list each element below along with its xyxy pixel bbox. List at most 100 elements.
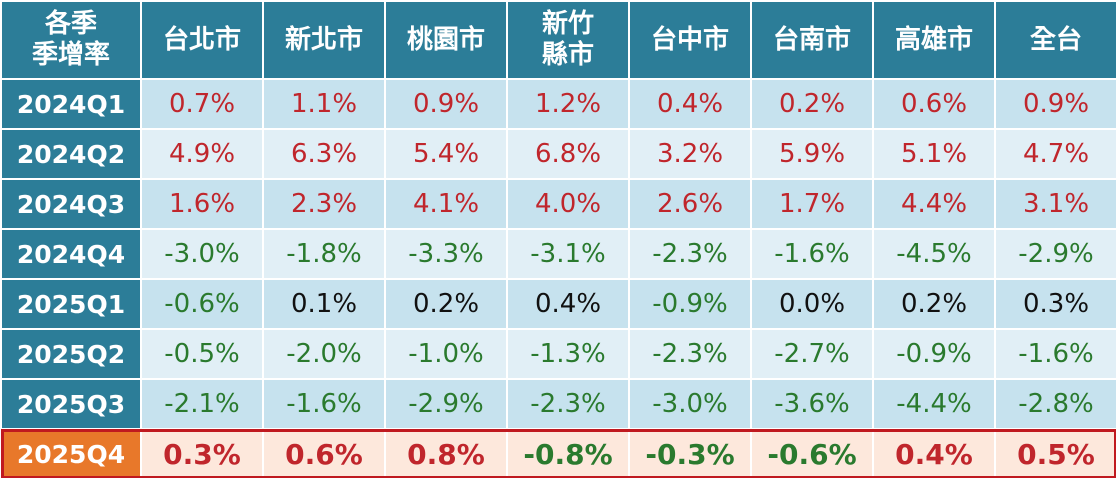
cell: -4.4% xyxy=(872,378,996,430)
cell: 0.5% xyxy=(994,428,1116,478)
row-label: 2025Q2 xyxy=(0,328,142,380)
cell: -4.5% xyxy=(872,228,996,280)
cell: 0.4% xyxy=(506,278,630,330)
header-cell: 台中市 xyxy=(628,0,752,80)
row-label: 2024Q2 xyxy=(0,128,142,180)
header-text: 新竹 xyxy=(541,9,594,39)
cell: 0.1% xyxy=(262,278,386,330)
cell: 0.6% xyxy=(872,78,996,130)
header-cell: 全台 xyxy=(994,0,1116,80)
header-cell: 桃園市 xyxy=(384,0,508,80)
row: 2024Q3 1.6% 2.3% 4.1% 4.0% 2.6% 1.7% 4.4% 3.1% xyxy=(0,178,1116,230)
cell: 3.1% xyxy=(994,178,1116,230)
cell: 0.9% xyxy=(994,78,1116,130)
cell: 4.0% xyxy=(506,178,630,230)
cell: -2.3% xyxy=(628,228,752,280)
header-text: 全台 xyxy=(1029,24,1082,55)
cell: 6.8% xyxy=(506,128,630,180)
header-cell: 新竹 縣市 xyxy=(506,0,630,80)
row: 2025Q2 -0.5% -2.0% -1.0% -1.3% -2.3% -2.7% -0.9… xyxy=(0,328,1116,380)
cell: 0.9% xyxy=(384,78,508,130)
cell: -0.9% xyxy=(872,328,996,380)
cell: 0.0% xyxy=(750,278,874,330)
cell: 2.3% xyxy=(262,178,386,230)
header-row: 各季 季增率 台北市 新北市 桃園市 新竹 縣市 台中市 台南市 高雄市 全台 xyxy=(0,0,1116,80)
header-text: 各季 xyxy=(44,9,97,39)
cell: -3.6% xyxy=(750,378,874,430)
cell: 0.2% xyxy=(384,278,508,330)
cell: -2.9% xyxy=(994,228,1116,280)
cell: 4.4% xyxy=(872,178,996,230)
cell: 2.6% xyxy=(628,178,752,230)
cell: 0.2% xyxy=(750,78,874,130)
row: 2025Q3 -2.1% -1.6% -2.9% -2.3% -3.0% -3.6% -4.4… xyxy=(0,378,1116,430)
header-text: 台中市 xyxy=(650,24,729,55)
cell: 4.7% xyxy=(994,128,1116,180)
header-text: 台北市 xyxy=(162,24,241,55)
cell: 4.9% xyxy=(140,128,264,180)
cell: 4.1% xyxy=(384,178,508,230)
cell: -1.6% xyxy=(750,228,874,280)
cell: 1.7% xyxy=(750,178,874,230)
cell: 0.3% xyxy=(994,278,1116,330)
cell: 0.6% xyxy=(262,428,386,478)
cell: -3.3% xyxy=(384,228,508,280)
row: 2024Q1 0.7% 1.1% 0.9% 1.2% 0.4% 0.2% 0.6% 0.9% xyxy=(0,78,1116,130)
row-label: 2024Q3 xyxy=(0,178,142,230)
cell: 0.3% xyxy=(140,428,264,478)
cell: 0.2% xyxy=(872,278,996,330)
cell: 0.4% xyxy=(628,78,752,130)
cell: 0.8% xyxy=(384,428,508,478)
header-cell: 各季 季增率 xyxy=(0,0,142,80)
cell: 5.1% xyxy=(872,128,996,180)
cell: 1.6% xyxy=(140,178,264,230)
cell: -2.0% xyxy=(262,328,386,380)
header-cell: 高雄市 xyxy=(872,0,996,80)
header-text: 季增率 xyxy=(31,40,110,70)
header-text: 桃園市 xyxy=(406,24,485,55)
cell: -1.6% xyxy=(262,378,386,430)
cell: 6.3% xyxy=(262,128,386,180)
cell: 5.9% xyxy=(750,128,874,180)
cell: -2.7% xyxy=(750,328,874,380)
header-cell: 台北市 xyxy=(140,0,264,80)
header-text: 新北市 xyxy=(284,24,363,55)
cell: -0.5% xyxy=(140,328,264,380)
row: 2024Q4 -3.0% -1.8% -3.3% -3.1% -2.3% -1.6% -4.5… xyxy=(0,228,1116,280)
row: 2025Q1 -0.6% 0.1% 0.2% 0.4% -0.9% 0.0% 0.2% 0.3% xyxy=(0,278,1116,330)
row: 2025Q4 0.3% 0.6% 0.8% -0.8% -0.3% -0.6% 0.4% 0.5… xyxy=(0,428,1116,478)
cell: -1.8% xyxy=(262,228,386,280)
cell: -3.0% xyxy=(628,378,752,430)
cell: -3.1% xyxy=(506,228,630,280)
cell: -2.9% xyxy=(384,378,508,430)
row: 2024Q2 4.9% 6.3% 5.4% 6.8% 3.2% 5.9% 5.1% 4.7% xyxy=(0,128,1116,180)
cell: 1.2% xyxy=(506,78,630,130)
header-text: 台南市 xyxy=(772,24,851,55)
cell: 5.4% xyxy=(384,128,508,180)
cell: -0.6% xyxy=(140,278,264,330)
cell: -0.3% xyxy=(628,428,752,478)
cell: -0.6% xyxy=(750,428,874,478)
cell: -1.3% xyxy=(506,328,630,380)
cell: -2.3% xyxy=(506,378,630,430)
cell: -1.6% xyxy=(994,328,1116,380)
header-cell: 台南市 xyxy=(750,0,874,80)
header-text: 高雄市 xyxy=(894,24,973,55)
row-label: 2024Q1 xyxy=(0,78,142,130)
header-cell: 新北市 xyxy=(262,0,386,80)
header-text: 縣市 xyxy=(541,40,594,70)
cell: -0.9% xyxy=(628,278,752,330)
cell: 0.4% xyxy=(872,428,996,478)
cell: -2.8% xyxy=(994,378,1116,430)
cell: -2.1% xyxy=(140,378,264,430)
row-label: 2025Q1 xyxy=(0,278,142,330)
cell: 1.1% xyxy=(262,78,386,130)
cell: 0.7% xyxy=(140,78,264,130)
row-label: 2025Q3 xyxy=(0,378,142,430)
cell: -2.3% xyxy=(628,328,752,380)
cell: -1.0% xyxy=(384,328,508,380)
cell: -3.0% xyxy=(140,228,264,280)
row-label: 2025Q4 xyxy=(0,428,142,478)
